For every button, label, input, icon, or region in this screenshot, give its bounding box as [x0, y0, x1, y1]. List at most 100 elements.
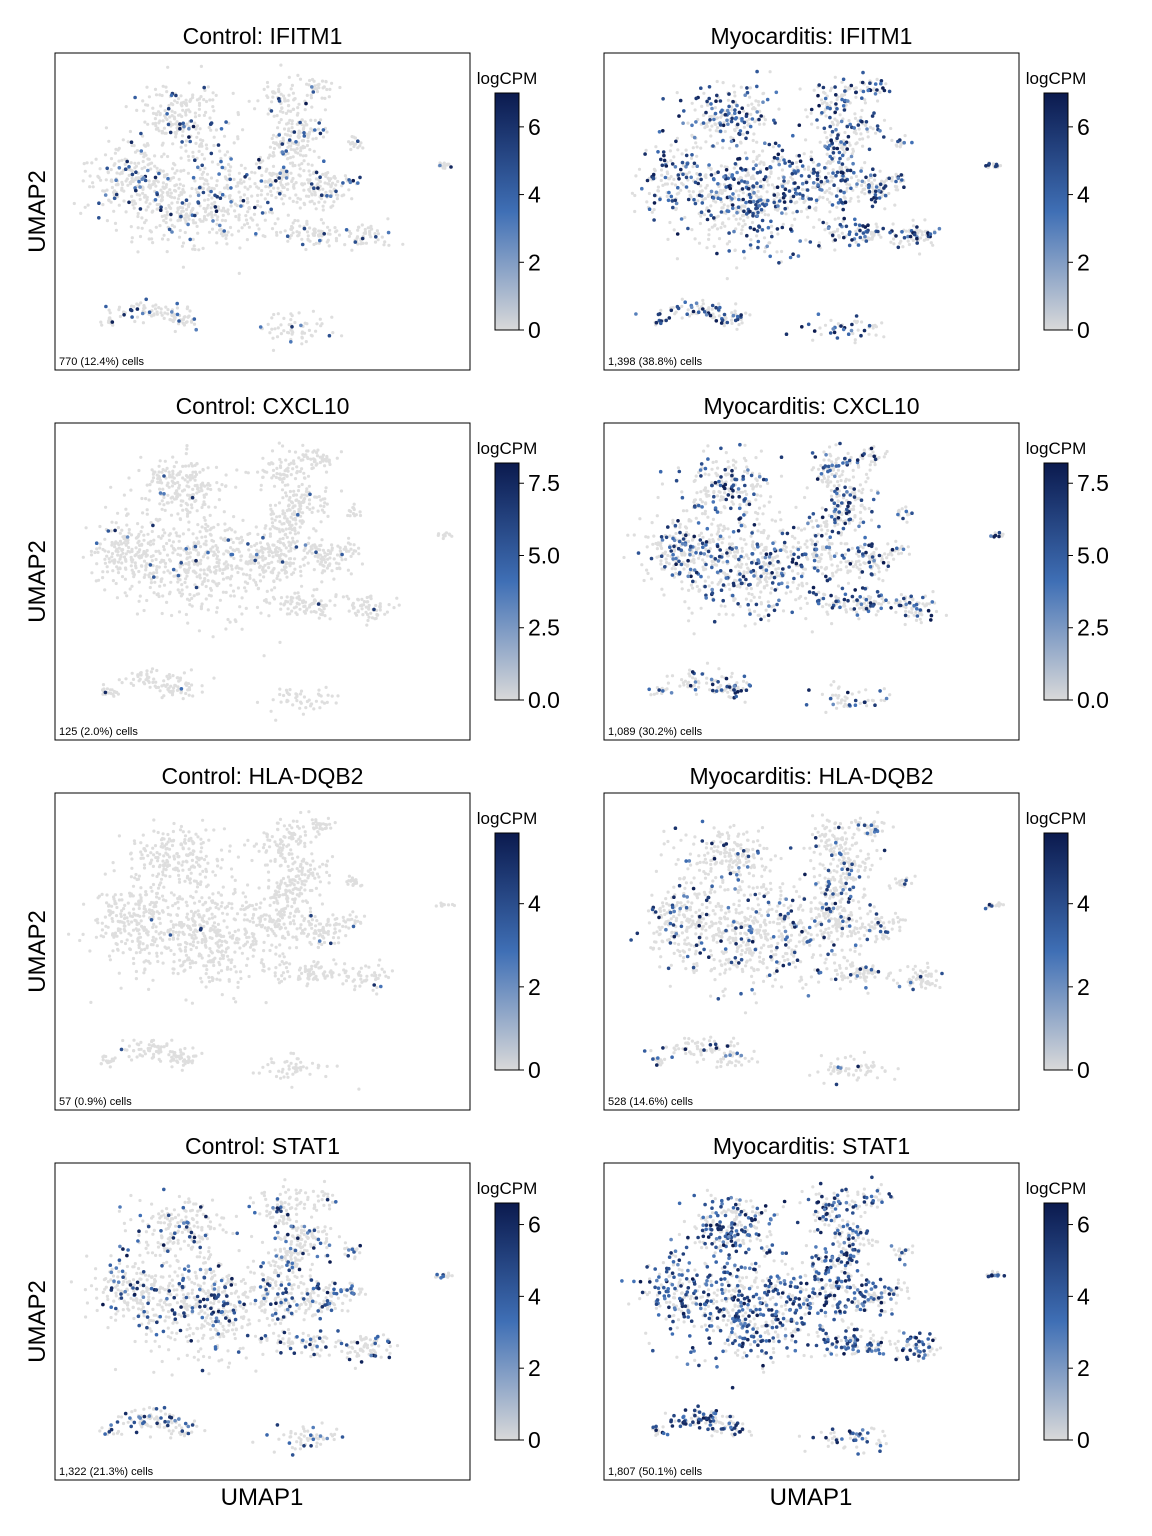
cell-point — [239, 195, 243, 199]
cell-point — [224, 473, 228, 477]
cell-point — [250, 170, 254, 174]
cell-point — [186, 171, 190, 175]
cell-point — [181, 108, 185, 112]
cell-point — [369, 235, 373, 239]
expressing-cell-point — [198, 185, 202, 190]
cell-point — [317, 616, 321, 620]
cell-point — [673, 183, 678, 187]
cell-point — [116, 553, 120, 557]
expressing-cell-point — [790, 172, 795, 176]
cell-point — [164, 216, 168, 220]
cell-point — [831, 175, 835, 179]
cell-point — [829, 86, 834, 90]
cell-point — [271, 164, 276, 168]
cell-point — [290, 527, 294, 532]
colorbar-label: logCPM — [477, 69, 537, 88]
cell-point — [147, 498, 151, 502]
cell-point — [691, 190, 695, 194]
cell-point — [203, 88, 207, 92]
cell-point — [286, 104, 291, 108]
cell-point — [269, 570, 273, 574]
cell-point — [272, 474, 276, 478]
expressing-cell-point — [287, 138, 292, 142]
cell-point — [665, 170, 669, 174]
cell-point — [270, 327, 274, 331]
expressing-cell-point — [823, 166, 827, 170]
cell-point — [812, 88, 816, 92]
cell-point — [303, 108, 307, 112]
cell-point — [240, 554, 244, 558]
cell-point — [911, 218, 915, 222]
cell-point — [103, 537, 107, 541]
expressing-cell-point — [790, 161, 795, 166]
cell-point — [202, 157, 207, 161]
cell-point — [755, 517, 759, 521]
expressing-cell-point — [218, 223, 222, 228]
cell-point — [184, 452, 188, 456]
cell-point — [694, 141, 698, 145]
cell-point — [806, 215, 810, 219]
expressing-cell-point — [662, 158, 667, 163]
cell-point — [744, 311, 748, 315]
expressing-cell-point — [761, 100, 765, 104]
cell-point — [178, 678, 182, 682]
expressing-cell-point — [693, 180, 698, 185]
cell-point — [153, 684, 157, 688]
expressing-cell-point — [836, 201, 841, 205]
expressing-cell-point — [748, 195, 753, 200]
cell-point — [182, 100, 186, 104]
cell-point — [287, 544, 292, 548]
cell-point — [300, 162, 304, 166]
cell-point — [101, 576, 105, 580]
cell-point — [321, 221, 325, 225]
cell-point — [198, 470, 202, 474]
expressing-cell-point — [322, 232, 327, 236]
plot-frame — [603, 52, 1020, 371]
cell-point — [179, 503, 183, 507]
cell-point — [852, 86, 857, 91]
cell-point — [204, 597, 208, 601]
cell-point — [297, 311, 301, 315]
cell-point — [137, 161, 141, 165]
cell-point — [820, 528, 824, 532]
cell-point — [320, 613, 324, 617]
cell-point — [185, 585, 189, 589]
expressing-cell-point — [230, 552, 235, 557]
cell-point — [327, 244, 331, 248]
cell-point — [191, 694, 195, 698]
cell-point — [315, 183, 319, 187]
expressing-cell-point — [831, 327, 835, 331]
cell-point — [169, 191, 173, 195]
cell-point — [161, 594, 165, 598]
expressing-cell-point — [735, 170, 739, 175]
cell-point — [316, 509, 320, 513]
cell-point — [894, 172, 898, 176]
cell-point — [849, 176, 854, 180]
cell-point — [302, 159, 306, 163]
cell-point — [717, 302, 721, 306]
cell-point — [824, 114, 828, 118]
cell-point — [304, 706, 308, 710]
cell-point — [882, 118, 887, 122]
cell-point — [167, 470, 171, 474]
cell-point — [159, 579, 163, 584]
expressing-cell-point — [709, 173, 714, 177]
expressing-cell-point — [724, 185, 728, 189]
cell-point — [237, 271, 241, 275]
cell-point — [843, 85, 848, 89]
expressing-cell-point — [823, 96, 828, 101]
cell-point — [218, 598, 222, 602]
expressing-cell-point — [852, 170, 856, 175]
cell-point — [268, 331, 272, 335]
cell-point — [139, 301, 143, 305]
cell-point — [173, 163, 177, 167]
cell-point — [679, 188, 683, 192]
cell-point — [737, 193, 741, 198]
cell-point — [278, 180, 283, 184]
cell-point — [308, 130, 312, 134]
expressing-cell-point — [374, 235, 378, 239]
expressing-cell-point — [748, 124, 753, 129]
cell-point — [107, 198, 111, 202]
cell-point — [176, 512, 180, 516]
cell-point — [823, 91, 827, 95]
